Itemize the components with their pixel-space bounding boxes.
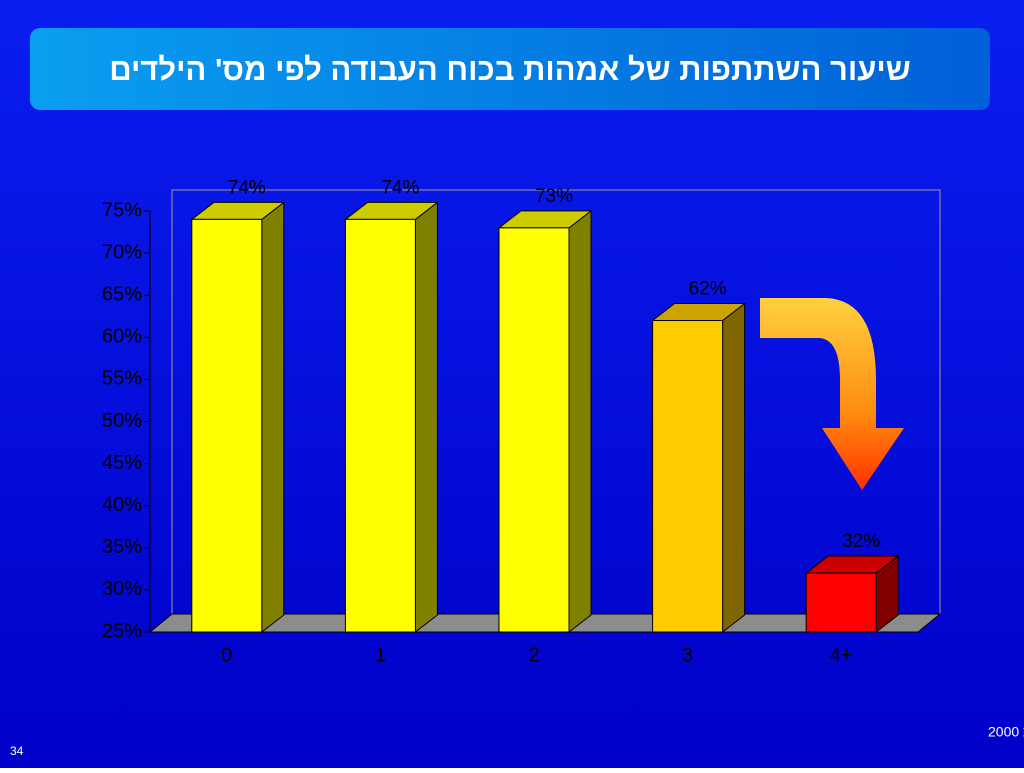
source-note: מקור: בנק ישראל, נתונים לשנת 2000 — [988, 724, 1024, 740]
y-tick-label: 75% — [102, 199, 142, 221]
bar — [343, 201, 439, 634]
bar — [651, 302, 747, 634]
value-label: 73% — [535, 186, 573, 207]
bar-side — [414, 201, 438, 634]
value-label: 74% — [228, 177, 266, 198]
value-label: 74% — [381, 177, 419, 198]
value-label: 32% — [842, 531, 880, 552]
y-tick-label: 55% — [102, 368, 142, 390]
bar-side — [722, 302, 746, 634]
bar-front — [805, 572, 877, 633]
bar — [497, 209, 593, 634]
bar-side — [568, 209, 592, 634]
bar-front — [344, 218, 416, 633]
x-tick-label: 1 — [375, 644, 386, 666]
x-tick-label: 2 — [528, 644, 539, 666]
slide-number: 34 — [10, 744, 24, 758]
y-tick-label: 35% — [102, 536, 142, 558]
x-tick-label: 4+ — [830, 644, 853, 666]
bar — [190, 201, 286, 634]
title-box — [30, 28, 990, 110]
y-tick-label: 45% — [102, 452, 142, 474]
y-tick-label: 25% — [102, 620, 142, 642]
bar-front — [652, 319, 724, 633]
bar-front — [498, 227, 570, 633]
y-tick-label: 30% — [102, 578, 142, 600]
bar-side — [261, 201, 285, 634]
value-label: 62% — [689, 278, 727, 299]
x-tick-label: 0 — [221, 644, 232, 666]
bar — [804, 555, 900, 634]
bar-front — [191, 218, 263, 633]
decorative-arrow — [760, 298, 904, 490]
y-tick-label: 40% — [102, 494, 142, 516]
y-tick-label: 65% — [102, 283, 142, 305]
y-tick-label: 50% — [102, 410, 142, 432]
y-tick-label: 60% — [102, 326, 142, 348]
chart-title: שיעור השתתפות של אמהות בכוח העבודה לפי מ… — [109, 52, 910, 87]
x-tick-label: 3 — [682, 644, 693, 666]
y-tick-label: 70% — [102, 241, 142, 263]
